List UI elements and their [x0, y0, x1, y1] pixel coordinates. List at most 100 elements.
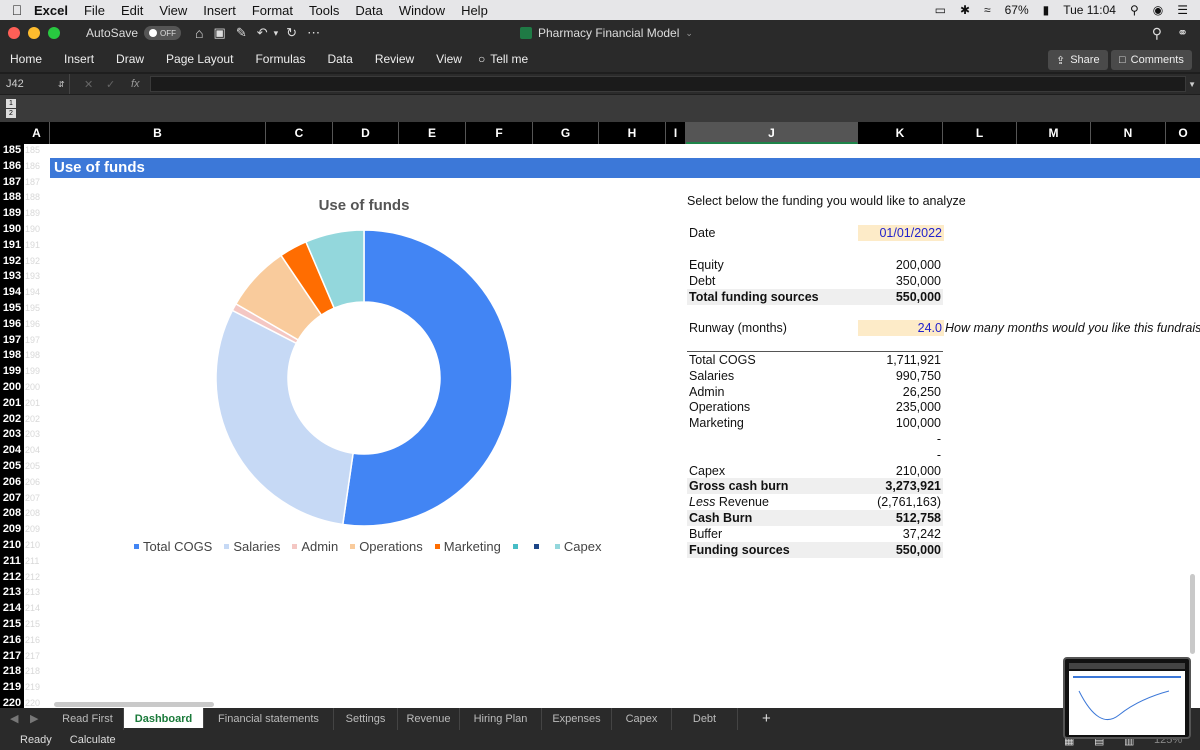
outline-level-1[interactable]: 1 — [6, 99, 16, 108]
edit-icon[interactable]: ✎ — [235, 25, 247, 40]
date-input-cell[interactable]: 01/01/2022 — [858, 225, 944, 241]
outline-level-2[interactable]: 2 — [6, 109, 16, 118]
sheet-tab[interactable]: Read First — [52, 708, 124, 730]
home-icon[interactable]: ⌂ — [195, 25, 204, 41]
undo-dropdown-icon[interactable]: ▾ — [273, 27, 279, 38]
menu-edit[interactable]: Edit — [120, 2, 144, 18]
menu-file[interactable]: File — [83, 2, 105, 18]
check-icon[interactable]: ✓ — [106, 78, 116, 91]
normal-view-icon[interactable]: ▦ — [1064, 734, 1075, 747]
status-calculate[interactable]: Calculate — [69, 734, 116, 746]
vertical-scrollbar[interactable] — [1190, 574, 1195, 654]
row-header-cell[interactable]: 189 — [2, 207, 22, 220]
menu-excel[interactable]: Excel — [34, 2, 68, 18]
prev-sheet-icon[interactable]: ◀ — [10, 713, 19, 725]
donut-slice[interactable] — [341, 229, 513, 527]
legend-item[interactable]: Admin — [292, 539, 338, 554]
row-header-cell[interactable]: 219 — [2, 681, 22, 694]
tab-formulas[interactable]: Formulas — [255, 52, 306, 66]
next-sheet-icon[interactable]: ▶ — [30, 713, 39, 725]
legend-item[interactable]: Marketing — [434, 539, 501, 554]
row-header-cell[interactable]: 192 — [2, 254, 22, 267]
col-header-g[interactable]: G — [533, 122, 599, 144]
menu-help[interactable]: Help — [461, 2, 488, 18]
row-header-cell[interactable]: 203 — [2, 428, 22, 441]
col-header-b[interactable]: B — [50, 122, 266, 144]
add-sheet-icon[interactable]: + — [762, 710, 771, 727]
undo-icon[interactable]: ↶ — [256, 25, 268, 40]
col-header-c[interactable]: C — [266, 122, 333, 144]
row-header-cell[interactable]: 211 — [3, 554, 21, 567]
comments-button[interactable]: □ Comments — [1111, 50, 1192, 70]
menu-window[interactable]: Window — [398, 2, 446, 18]
row-header-cell[interactable]: 188 — [2, 191, 22, 204]
menu-format[interactable]: Format — [251, 2, 293, 18]
tab-view[interactable]: View — [436, 52, 462, 66]
name-box[interactable]: J42 — [0, 74, 70, 94]
tab-review[interactable]: Review — [374, 52, 415, 66]
sheet-tab[interactable]: Settings — [334, 708, 398, 730]
row-header-cell[interactable]: 200 — [2, 381, 22, 393]
row-header-cell[interactable]: 208 — [2, 507, 22, 520]
display-icon[interactable]: ▭ — [934, 3, 946, 17]
donut-slice[interactable] — [215, 309, 354, 526]
more-icon[interactable]: ⋯ — [307, 25, 321, 40]
menu-insert[interactable]: Insert — [203, 2, 236, 18]
page-break-view-icon[interactable]: ▥ — [1124, 734, 1135, 747]
col-header-o[interactable]: O — [1178, 126, 1188, 140]
expand-formula-icon[interactable]: ▼ — [1188, 79, 1196, 89]
apple-icon[interactable]:  — [0, 2, 34, 18]
col-header-h[interactable]: H — [599, 122, 666, 144]
zoom-window-button[interactable] — [48, 27, 60, 39]
tab-draw[interactable]: Draw — [116, 52, 145, 66]
row-header-cell[interactable]: 217 — [2, 649, 22, 662]
row-header-cell[interactable]: 207 — [2, 491, 22, 504]
legend-item[interactable]: Salaries — [224, 539, 280, 554]
spotlight-icon[interactable]: ⚲ — [1129, 3, 1139, 17]
row-header-cell[interactable]: 186 — [2, 159, 22, 172]
row-header-cell[interactable]: 205 — [2, 460, 22, 472]
horizontal-scrollbar[interactable] — [54, 702, 214, 707]
formula-input[interactable] — [150, 76, 1186, 92]
cancel-icon[interactable]: ✕ — [84, 78, 94, 91]
row-header-cell[interactable]: 215 — [2, 618, 22, 630]
sheet-tab[interactable]: Debt — [672, 708, 738, 730]
close-window-button[interactable] — [8, 27, 20, 39]
row-header-cell[interactable]: 190 — [2, 223, 22, 235]
function-icon[interactable]: fx — [131, 78, 140, 90]
donut-chart[interactable] — [199, 213, 529, 543]
row-header-cell[interactable]: 216 — [2, 633, 22, 646]
row-header-cell[interactable]: 213 — [2, 586, 22, 599]
tab-insert[interactable]: Insert — [64, 52, 95, 66]
sheet-tab[interactable]: Hiring Plan — [460, 708, 542, 730]
col-header-f[interactable]: F — [466, 122, 533, 144]
row-header-cell[interactable]: 199 — [2, 365, 22, 378]
menu-tools[interactable]: Tools — [308, 2, 340, 18]
menu-view[interactable]: View — [159, 2, 188, 18]
row-header-cell[interactable]: 212 — [2, 570, 22, 583]
col-header-m[interactable]: M — [1017, 122, 1091, 144]
row-header-cell[interactable]: 187 — [2, 175, 22, 188]
row-header-cell[interactable]: 206 — [2, 475, 22, 488]
tab-page-layout[interactable]: Page Layout — [166, 52, 234, 66]
col-header-e[interactable]: E — [399, 122, 466, 144]
worksheet[interactable]: Use of funds Use of funds Total COGS Sala… — [24, 144, 1200, 708]
row-header-cell[interactable]: 191 — [2, 238, 22, 251]
row-header-cell[interactable]: 209 — [2, 523, 22, 536]
page-layout-view-icon[interactable]: ▤ — [1094, 734, 1105, 747]
save-icon[interactable]: ▣ — [213, 25, 226, 40]
col-header-j[interactable]: J — [686, 122, 858, 144]
wifi-icon[interactable]: ≈ — [984, 3, 991, 17]
control-center-icon[interactable]: ☰ — [1177, 3, 1188, 17]
search-icon[interactable]: ⚲ — [1151, 24, 1162, 41]
sheet-tab[interactable]: Revenue — [398, 708, 460, 730]
legend-item[interactable] — [533, 544, 543, 549]
tell-me-field[interactable]: Tell me — [490, 52, 529, 66]
collaborate-icon[interactable]: ⚭ — [1177, 25, 1188, 40]
clock[interactable]: Tue 11:04 — [1063, 3, 1116, 17]
battery-icon[interactable]: ▮ — [1042, 3, 1050, 17]
col-header-l[interactable]: L — [943, 122, 1017, 144]
screenshot-thumbnail[interactable] — [1063, 657, 1191, 739]
autosave-toggle[interactable]: OFF — [144, 26, 182, 40]
minimize-window-button[interactable] — [28, 27, 40, 39]
